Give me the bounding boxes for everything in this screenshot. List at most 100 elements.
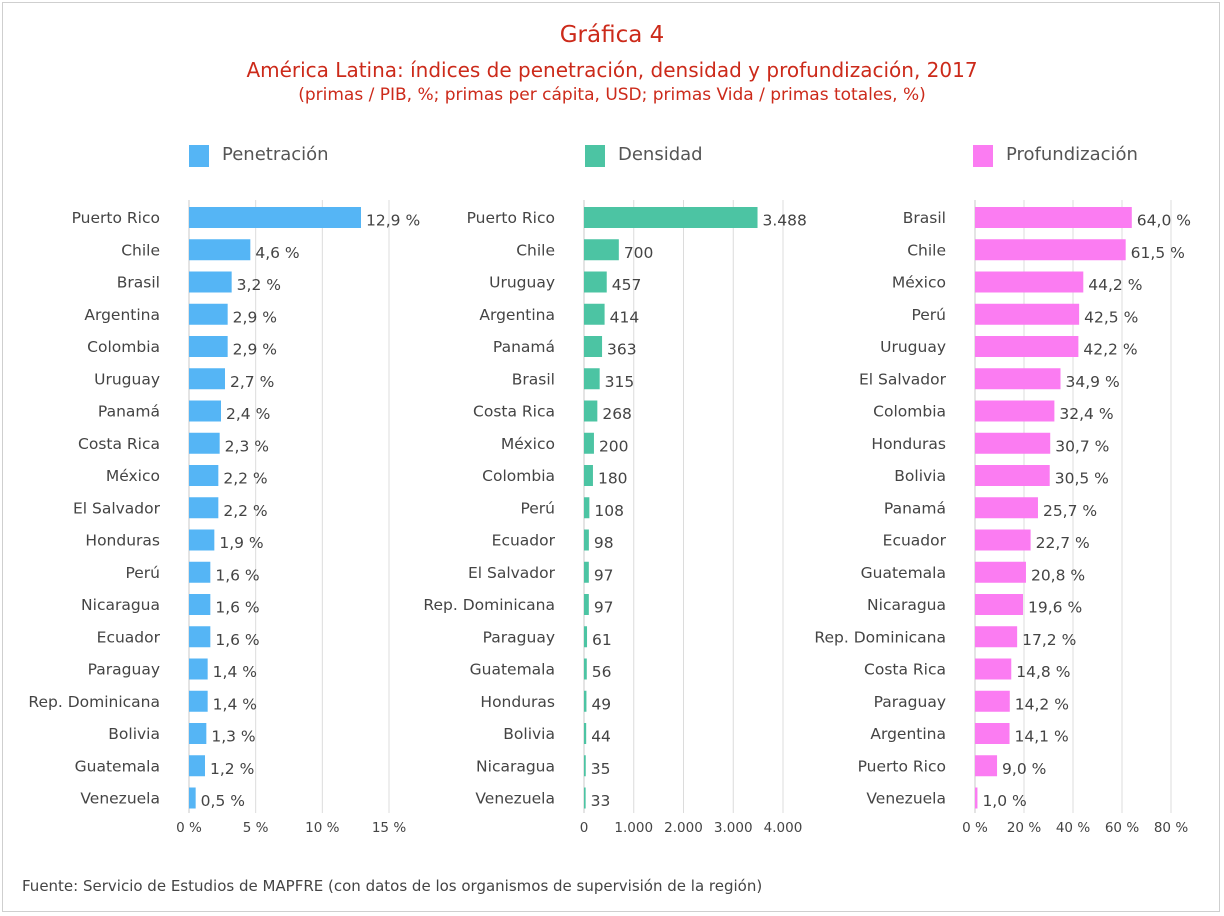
bar bbox=[584, 561, 589, 583]
chart-subtitle: América Latina: índices de penetración, … bbox=[246, 58, 978, 82]
category-label: Honduras bbox=[85, 532, 160, 550]
data-label: 64,0 % bbox=[1137, 212, 1191, 230]
data-label: 1,4 % bbox=[213, 695, 257, 713]
bar bbox=[975, 755, 998, 777]
category-label: Chile bbox=[121, 241, 160, 259]
source-note: Fuente: Servicio de Estudios de MAPFRE (… bbox=[22, 877, 763, 895]
category-label: México bbox=[501, 435, 555, 453]
category-label: Perú bbox=[520, 499, 555, 517]
category-label: Panamá bbox=[493, 338, 555, 356]
bar bbox=[975, 303, 1080, 325]
bar bbox=[189, 626, 211, 648]
data-label: 30,7 % bbox=[1055, 437, 1109, 455]
bar bbox=[189, 723, 207, 744]
data-label: 32,4 % bbox=[1059, 405, 1113, 423]
category-label: Colombia bbox=[873, 403, 946, 421]
data-label: 2,7 % bbox=[230, 373, 274, 391]
data-label: 3.488 bbox=[763, 212, 807, 230]
bar bbox=[975, 626, 1018, 648]
bar bbox=[189, 239, 251, 261]
chart-units-note: (primas / PIB, %; primas per cápita, USD… bbox=[298, 85, 926, 105]
bar bbox=[975, 658, 1012, 680]
category-label: Brasil bbox=[903, 209, 946, 227]
data-label: 19,6 % bbox=[1028, 599, 1082, 617]
data-label: 56 bbox=[592, 663, 612, 681]
category-label: Ecuador bbox=[883, 532, 947, 550]
category-label: Paraguay bbox=[483, 628, 555, 646]
category-label: Guatemala bbox=[75, 757, 160, 775]
bar bbox=[975, 400, 1055, 422]
data-label: 1,4 % bbox=[213, 663, 257, 681]
tick-label-penetracion: 0 % bbox=[176, 820, 202, 836]
data-label: 363 bbox=[607, 341, 637, 359]
data-label: 98 bbox=[594, 534, 614, 552]
data-label: 61 bbox=[592, 631, 612, 649]
bar bbox=[975, 497, 1038, 519]
data-label: 22,7 % bbox=[1036, 534, 1090, 552]
bar bbox=[189, 432, 220, 454]
category-label: Nicaragua bbox=[476, 757, 555, 775]
category-label: Colombia bbox=[482, 467, 555, 485]
bar bbox=[584, 400, 598, 422]
bar bbox=[975, 529, 1031, 551]
data-label: 1,3 % bbox=[211, 728, 255, 746]
bar bbox=[189, 561, 211, 583]
legend-label-penetracion: Penetración bbox=[222, 144, 329, 165]
data-label: 30,5 % bbox=[1055, 470, 1109, 488]
bar bbox=[189, 271, 232, 293]
category-label: Nicaragua bbox=[81, 596, 160, 614]
category-label: Venezuela bbox=[475, 790, 555, 808]
data-label: 1,6 % bbox=[215, 599, 259, 617]
data-label: 457 bbox=[612, 276, 642, 294]
tick-label-densidad: 4.000 bbox=[764, 820, 803, 836]
bar bbox=[584, 626, 588, 648]
category-label: Rep. Dominicana bbox=[423, 596, 555, 614]
bar bbox=[584, 465, 593, 486]
data-label: 268 bbox=[602, 405, 632, 423]
data-label: 2,9 % bbox=[233, 308, 277, 326]
bar bbox=[189, 787, 196, 809]
data-label: 9,0 % bbox=[1002, 760, 1046, 778]
category-label: Puerto Rico bbox=[72, 209, 160, 227]
category-label: Puerto Rico bbox=[467, 209, 555, 227]
category-label: Brasil bbox=[512, 370, 555, 388]
bar bbox=[975, 432, 1051, 454]
category-label: Puerto Rico bbox=[858, 757, 946, 775]
category-label: Nicaragua bbox=[867, 596, 946, 614]
bar bbox=[189, 658, 208, 680]
category-label: Brasil bbox=[117, 274, 160, 292]
bar bbox=[189, 336, 228, 357]
tick-label-densidad: 1.000 bbox=[614, 820, 653, 836]
bar bbox=[189, 303, 228, 325]
data-label: 61,5 % bbox=[1131, 244, 1185, 262]
data-label: 2,2 % bbox=[223, 470, 267, 488]
bar bbox=[584, 497, 590, 519]
data-label: 700 bbox=[624, 244, 654, 262]
bar bbox=[975, 690, 1010, 712]
data-label: 1,0 % bbox=[982, 792, 1026, 810]
category-label: Honduras bbox=[480, 693, 555, 711]
data-label: 34,9 % bbox=[1066, 373, 1120, 391]
category-label: Uruguay bbox=[880, 338, 946, 356]
bar bbox=[584, 432, 594, 454]
data-label: 1,9 % bbox=[219, 534, 263, 552]
legend-label-profundizacion: Profundización bbox=[1006, 144, 1138, 165]
category-label: Ecuador bbox=[97, 628, 161, 646]
bar bbox=[189, 529, 215, 551]
bar bbox=[584, 207, 758, 228]
category-label: México bbox=[106, 467, 160, 485]
category-label: El Salvador bbox=[73, 499, 161, 517]
bar bbox=[975, 271, 1084, 293]
data-label: 414 bbox=[610, 308, 640, 326]
data-label: 12,9 % bbox=[366, 212, 420, 230]
bar bbox=[189, 755, 205, 777]
category-label: Honduras bbox=[871, 435, 946, 453]
category-label: Argentina bbox=[84, 306, 160, 324]
bar bbox=[975, 207, 1132, 228]
data-label: 1,6 % bbox=[215, 566, 259, 584]
bar bbox=[584, 239, 619, 261]
bar bbox=[975, 594, 1024, 615]
bar bbox=[975, 787, 978, 809]
bar bbox=[584, 303, 605, 325]
bar bbox=[189, 594, 211, 615]
